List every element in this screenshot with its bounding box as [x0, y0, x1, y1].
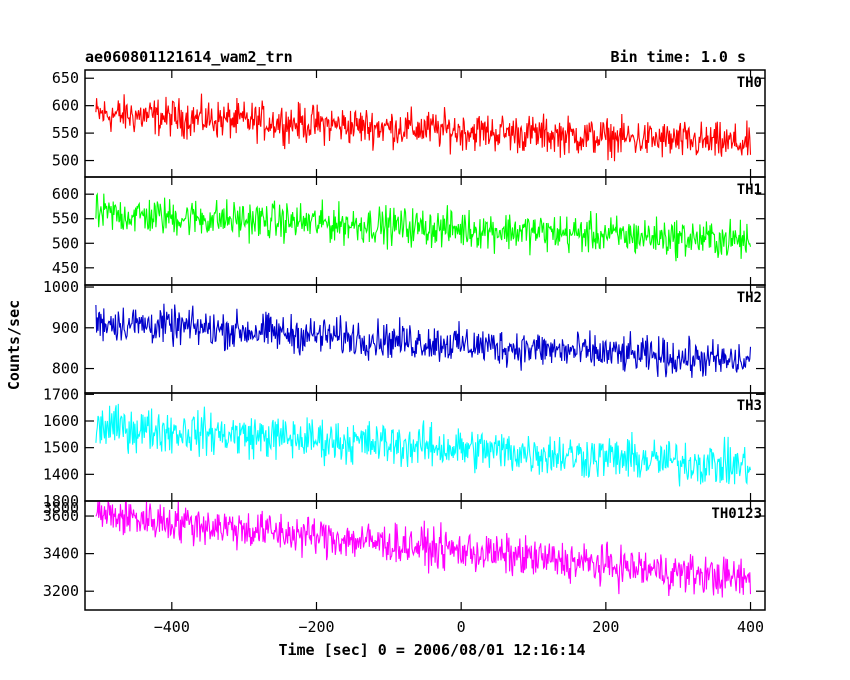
- panel-label-th0123: TH0123: [711, 506, 762, 522]
- bin-time-label: Bin time: 1.0 s: [611, 48, 746, 66]
- y-tick-label: 450: [52, 259, 79, 277]
- series-line-th1: [95, 192, 752, 262]
- y-axis-label: Counts/sec: [5, 300, 23, 390]
- x-axis-label: Time [sec] 0 = 2006/08/01 12:16:14: [278, 641, 585, 659]
- y-tick-label: 550: [52, 124, 79, 142]
- y-tick-label: 1500: [43, 439, 79, 457]
- y-tick-label: 1000: [43, 278, 79, 296]
- y-tick-label: 500: [52, 234, 79, 252]
- y-tick-label: 600: [52, 97, 79, 115]
- panel-label-th3: TH3: [737, 398, 762, 414]
- x-tick-label: −200: [298, 618, 334, 636]
- y-tick-label: 1700: [43, 385, 79, 403]
- x-tick-label: 0: [457, 618, 466, 636]
- y-tick-label: 3400: [43, 545, 79, 563]
- x-tick-label: −400: [154, 618, 190, 636]
- panel-frame-th0123: [84, 500, 766, 611]
- figure-title: ae060801121614_wam2_trn: [85, 48, 293, 66]
- y-tick-label: 3200: [43, 582, 79, 600]
- series-line-th2: [95, 303, 752, 378]
- series-line-th0: [95, 93, 752, 162]
- panel-label-th1: TH1: [737, 182, 762, 198]
- panel-label-th0: TH0: [737, 75, 762, 91]
- panel-label-th2: TH2: [737, 290, 762, 306]
- y-tick-label: 650: [52, 69, 79, 87]
- y-tick-label: 600: [52, 185, 79, 203]
- series-line-th0123: [95, 499, 752, 598]
- y-tick-label: 800: [52, 360, 79, 378]
- y-tick-label: 550: [52, 210, 79, 228]
- y-tick-label: 500: [52, 152, 79, 170]
- x-tick-label: 400: [737, 618, 764, 636]
- y-tick-label: 3600: [43, 507, 79, 525]
- y-tick-label: 1400: [43, 465, 79, 483]
- y-tick-label-overlap: 1800: [43, 492, 79, 510]
- y-tick-label: 1600: [43, 412, 79, 430]
- series-line-th3: [95, 403, 752, 487]
- y-tick-label-top: 3800: [43, 499, 79, 517]
- x-tick-label: 200: [592, 618, 619, 636]
- panels-group: 500 550 600 650 TH0 450 500 550 600 TH1 800 900 1000…: [43, 69, 766, 636]
- y-tick-label: 900: [52, 319, 79, 337]
